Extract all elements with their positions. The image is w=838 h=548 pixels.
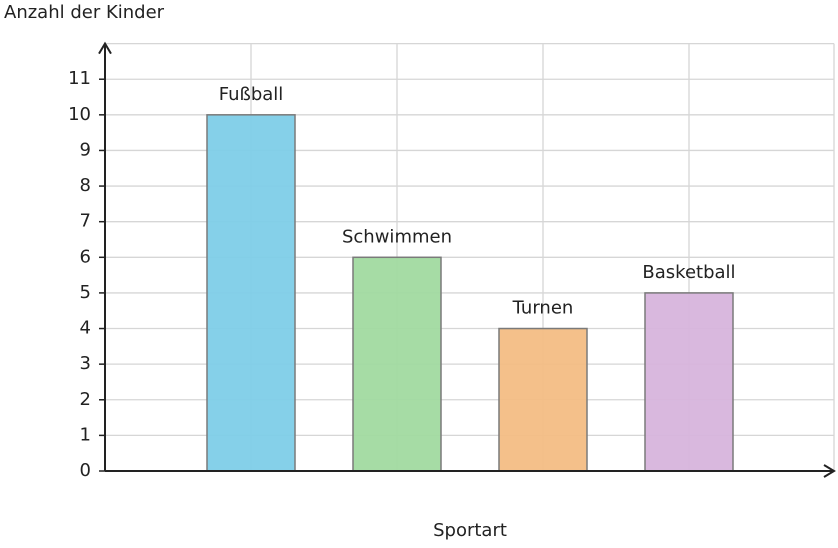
- y-tick-label: 8: [80, 175, 91, 196]
- y-tick-label: 3: [80, 353, 91, 374]
- bar-category-label: Fußball: [219, 84, 284, 105]
- bar: [498, 327, 588, 472]
- y-tick-label: 1: [80, 424, 91, 445]
- bar: [352, 256, 442, 472]
- y-tick-label: 6: [80, 246, 91, 267]
- x-axis-title: Sportart: [433, 520, 507, 541]
- bar-category-label: Basketball: [642, 262, 735, 283]
- y-tick-label: 9: [80, 139, 91, 160]
- y-tick-label: 7: [80, 211, 91, 232]
- y-tick-label: 4: [80, 318, 91, 339]
- bar: [206, 114, 296, 472]
- bar: [644, 292, 734, 472]
- y-axis-title: Anzahl der Kinder: [4, 2, 165, 23]
- bar-category-label: Turnen: [512, 298, 574, 319]
- bar-category-label: Schwimmen: [342, 226, 452, 247]
- y-tick-label: 0: [80, 460, 91, 481]
- x-axis-arrow: [823, 464, 836, 478]
- y-tick-label: 10: [68, 104, 91, 125]
- y-tick-label: 11: [68, 68, 91, 89]
- y-tick-label: 5: [80, 282, 91, 303]
- y-axis-arrow: [98, 41, 112, 55]
- y-tick-label: 2: [80, 389, 91, 410]
